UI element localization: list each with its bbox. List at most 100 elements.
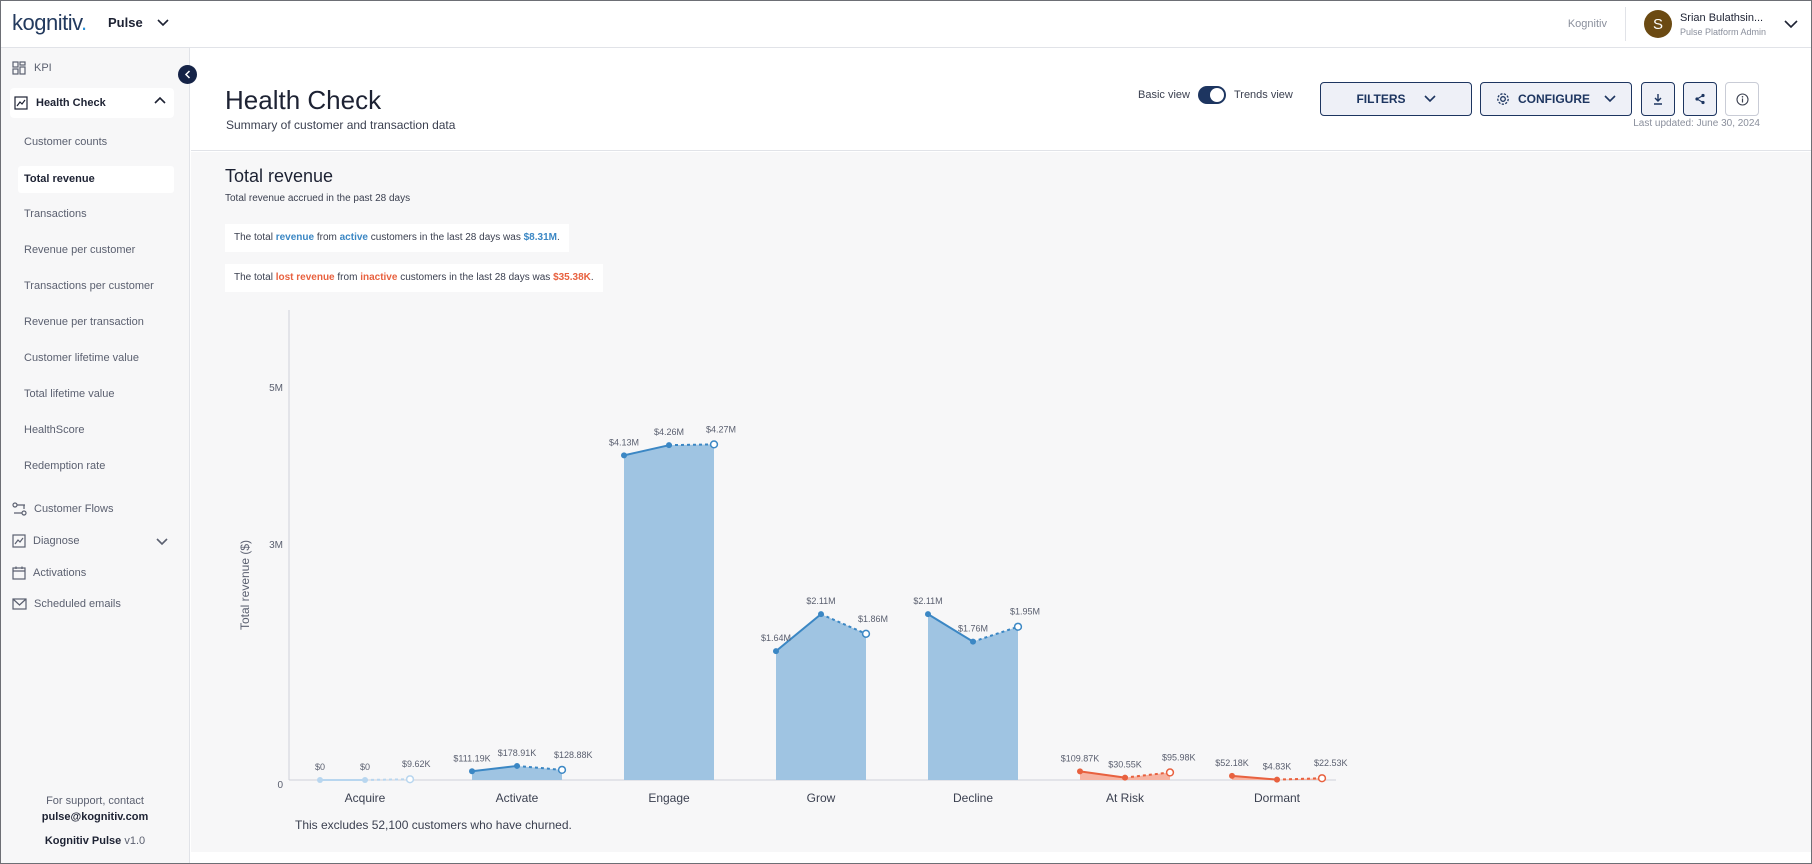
gear-icon: [1497, 93, 1509, 105]
x-tick-label: Activate: [496, 791, 539, 805]
data-label: $109.87K: [1061, 753, 1100, 763]
data-label: $4.26M: [654, 427, 684, 437]
x-tick-label: Decline: [953, 791, 993, 805]
sidebar-item-transactions[interactable]: Transactions: [24, 208, 87, 220]
mail-icon: [12, 598, 27, 610]
point-engage: [621, 452, 627, 459]
user-menu[interactable]: S Srian Bulathsin... Pulse Platform Admi…: [1626, 10, 1812, 38]
nav-diagnose[interactable]: Diagnose: [12, 534, 170, 548]
sidebar-item-total-lifetime-value[interactable]: Total lifetime value: [24, 388, 115, 400]
data-label: $178.91K: [498, 748, 537, 758]
info-icon: [1735, 92, 1749, 106]
support-email[interactable]: pulse@kognitiv.com: [41, 811, 149, 823]
sidebar-item-redemption-rate[interactable]: Redemption rate: [24, 460, 106, 472]
data-label: $0: [315, 762, 325, 772]
diagnose-icon: [12, 534, 26, 548]
nav-activations-label: Activations: [33, 567, 87, 579]
point-engage: [666, 442, 672, 449]
x-tick-label: Grow: [807, 791, 836, 805]
sidebar-item-healthscore[interactable]: HealthScore: [24, 424, 85, 436]
churn-footnote: This excludes 52,100 customers who have …: [295, 818, 572, 832]
sidebar-item-transactions-per-customer[interactable]: Transactions per customer: [24, 280, 154, 292]
x-tick-label: Engage: [648, 791, 690, 805]
x-tick-label: Dormant: [1254, 791, 1301, 805]
lost-revenue-summary: The total lost revenue from inactive cus…: [225, 264, 603, 292]
product-name: Pulse: [108, 15, 143, 30]
line-dormant: [1231, 774, 1278, 781]
product-switcher[interactable]: Pulse: [108, 15, 169, 30]
configure-button[interactable]: CONFIGURE: [1480, 82, 1632, 116]
sidebar-item-revenue-per-transaction[interactable]: Revenue per transaction: [24, 316, 144, 328]
user-role: Pulse Platform Admin: [1679, 26, 1766, 37]
nav-scheduled-emails-label: Scheduled emails: [34, 598, 121, 610]
calendar-icon: [12, 566, 26, 580]
point-engage: [709, 440, 719, 449]
data-label: $52.18K: [1215, 758, 1249, 768]
point-activate: [514, 762, 520, 769]
data-label: $2.11M: [806, 596, 835, 606]
view-switch[interactable]: [1197, 86, 1226, 104]
y-tick-label: 5M: [269, 383, 283, 394]
filters-button[interactable]: FILTERS: [1320, 82, 1472, 116]
point-dormant: [1274, 776, 1280, 783]
flows-icon: [12, 502, 27, 516]
y-tick-label: 3M: [269, 540, 283, 551]
nav-health-check[interactable]: Health Check: [10, 88, 174, 118]
version-number: v1.0: [124, 835, 146, 847]
download-button[interactable]: [1641, 82, 1675, 116]
point-decline: [1013, 622, 1023, 631]
projection-engage: [668, 443, 715, 447]
org-label: Kognitiv: [1568, 7, 1626, 41]
y-tick-label: 0: [277, 780, 283, 791]
data-label: $111.19K: [453, 753, 490, 763]
point-acquire: [405, 775, 415, 784]
nav-scheduled-emails[interactable]: Scheduled emails: [12, 598, 121, 610]
page-title: Health Check: [225, 85, 382, 115]
x-tick-label: Acquire: [345, 791, 386, 805]
nav-activations[interactable]: Activations: [12, 566, 86, 580]
projection-decline: [972, 625, 1019, 643]
point-acquire: [362, 777, 368, 783]
nav-kpi[interactable]: KPI: [12, 61, 52, 75]
line-at-risk: [1079, 770, 1126, 779]
collapse-sidebar-button[interactable]: [178, 65, 197, 84]
nav-customer-flows[interactable]: Customer Flows: [12, 502, 113, 516]
avatar: S: [1643, 10, 1672, 38]
point-activate: [557, 765, 567, 775]
main-content: Total revenue Total revenue accrued in t…: [191, 152, 1812, 852]
active-revenue-summary: The total revenue from active customers …: [225, 224, 569, 252]
area-dormant: [1232, 775, 1322, 780]
data-label: $4.83K: [1263, 762, 1292, 772]
sidebar-item-total-revenue[interactable]: Total revenue: [18, 166, 174, 193]
data-label: $4.27M: [706, 424, 736, 434]
nav-customer-flows-label: Customer Flows: [34, 503, 114, 515]
version-name: Kognitiv Pulse: [44, 835, 122, 847]
point-at-risk: [1077, 768, 1083, 775]
point-at-risk: [1165, 768, 1175, 777]
projection-activate: [516, 764, 563, 771]
trends-view-label: Trends view: [1233, 89, 1293, 101]
nav-kpi-label: KPI: [34, 62, 52, 74]
kognitiv-logo[interactable]: kognitiv.: [12, 10, 87, 35]
sidebar-item-revenue-per-customer[interactable]: Revenue per customer: [24, 244, 136, 256]
chevron-down-icon: [1784, 19, 1798, 28]
share-button[interactable]: [1683, 82, 1717, 116]
point-grow: [773, 648, 779, 655]
line-engage: [623, 444, 670, 457]
chevron-down-icon: [1604, 95, 1616, 103]
nav-diagnose-label: Diagnose: [33, 535, 80, 547]
area-decline: [928, 614, 1018, 780]
view-toggle: Basic view Trends view: [1138, 86, 1293, 104]
chevron-down-icon: [1423, 95, 1436, 103]
line-decline: [927, 613, 974, 643]
page-subtitle: Summary of customer and transaction data: [226, 118, 456, 132]
sidebar-item-customer-counts[interactable]: Customer counts: [24, 136, 108, 148]
last-updated: Last updated: June 30, 2024: [1633, 118, 1760, 129]
info-button[interactable]: [1725, 82, 1759, 116]
sidebar-item-customer-lifetime-value[interactable]: Customer lifetime value: [24, 352, 139, 364]
data-label: $9.62K: [402, 759, 431, 769]
point-grow: [861, 629, 871, 638]
data-label: $30.55K: [1108, 760, 1142, 770]
point-dormant: [1229, 772, 1235, 779]
chevron-down-icon: [156, 538, 168, 546]
